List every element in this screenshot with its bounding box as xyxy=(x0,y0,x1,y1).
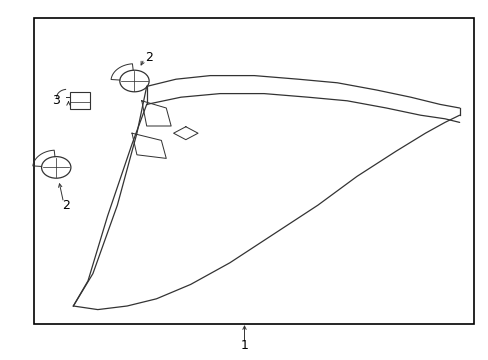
Bar xyxy=(34,18,473,324)
Bar xyxy=(70,92,90,109)
Text: 2: 2 xyxy=(145,51,153,64)
Text: 2: 2 xyxy=(62,199,70,212)
Text: 3: 3 xyxy=(52,94,60,107)
Text: 1: 1 xyxy=(240,339,248,352)
